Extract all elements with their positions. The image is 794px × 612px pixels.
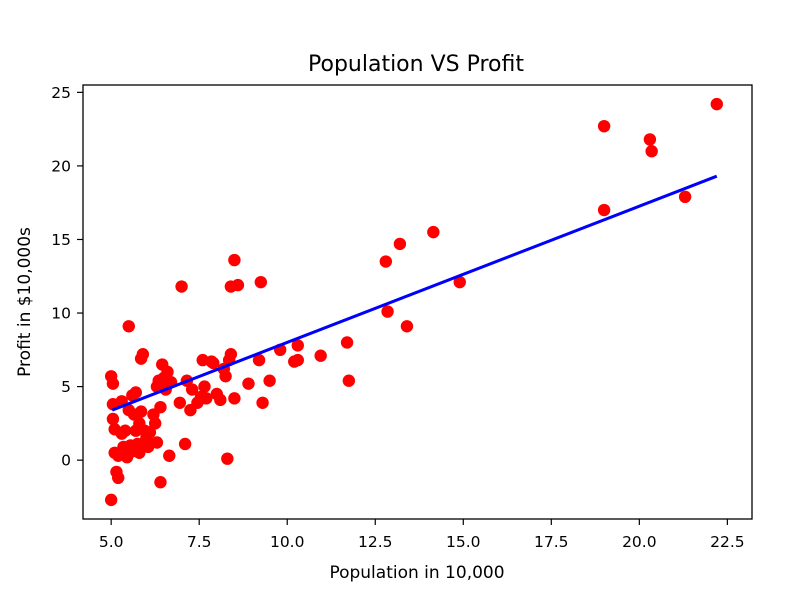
scatter-point xyxy=(291,353,304,367)
scatter-point xyxy=(104,493,118,507)
x-tick-label: 7.5 xyxy=(187,533,212,551)
x-tick-label: 12.5 xyxy=(358,533,393,551)
scatter-point xyxy=(393,237,407,251)
scatter-point xyxy=(379,255,393,268)
y-axis-label: Profit in $10,000s xyxy=(15,227,35,377)
scatter-point xyxy=(173,396,187,409)
scatter-point xyxy=(342,374,356,387)
y-tick-label: 25 xyxy=(51,84,71,102)
scatter-point xyxy=(228,253,241,267)
scatter-point xyxy=(254,275,268,289)
scatter-point xyxy=(400,320,414,333)
scatter-point xyxy=(427,225,440,239)
scatter-point xyxy=(175,280,188,293)
scatter-point xyxy=(678,190,692,204)
y-tick-label: 20 xyxy=(51,157,71,175)
scatter-point xyxy=(136,348,150,361)
scatter-point xyxy=(106,377,120,390)
scatter-point xyxy=(314,349,327,362)
scatter-point xyxy=(228,392,241,405)
scatter-point xyxy=(185,383,199,396)
scatter-point xyxy=(134,405,148,418)
scatter-point xyxy=(597,203,611,217)
x-tick-label: 5.0 xyxy=(99,533,124,551)
scatter-point xyxy=(221,452,234,465)
scatter-points xyxy=(104,97,723,507)
scatter-point xyxy=(242,377,255,390)
scatter-point xyxy=(256,396,269,409)
plot-frame xyxy=(82,84,753,520)
y-tick-label: 5 xyxy=(61,378,71,396)
scatter-point xyxy=(119,424,132,437)
scatter-point xyxy=(148,417,162,430)
scatter-point xyxy=(154,476,167,489)
scatter-point xyxy=(133,446,146,459)
scatter-point xyxy=(263,374,276,387)
scatter-point xyxy=(219,370,232,383)
scatter-point xyxy=(200,392,213,405)
scatter-point xyxy=(161,365,174,379)
scatter-point xyxy=(645,145,658,158)
scatter-point xyxy=(252,353,266,367)
y-tick-label: 10 xyxy=(51,305,71,323)
scatter-point xyxy=(224,348,238,361)
scatter-point xyxy=(112,471,125,485)
x-tick-label: 20.0 xyxy=(622,533,657,551)
regression-line xyxy=(111,174,718,412)
y-tick-label: 15 xyxy=(51,231,71,249)
y-axis: 0 5 10 15 20 25 xyxy=(51,84,83,470)
fit-line xyxy=(111,174,718,412)
x-tick-label: 15.0 xyxy=(446,533,481,551)
scatter-point xyxy=(198,380,211,393)
scatter-point xyxy=(231,278,245,292)
scatter-point xyxy=(597,119,611,133)
scatter-point xyxy=(214,393,227,407)
scatter-point xyxy=(340,336,354,349)
x-tick-label: 22.5 xyxy=(710,533,745,551)
scatter-point xyxy=(122,320,135,333)
chart-title: Population VS Profit xyxy=(308,52,524,77)
scatter-point xyxy=(381,305,394,318)
scatter-point xyxy=(129,386,143,399)
scatter-point xyxy=(291,339,304,352)
x-axis: 5.0 7.5 10.0 12.5 15.0 17.5 20.0 22.5 xyxy=(99,519,745,551)
scatter-point xyxy=(154,400,167,414)
scatter-point xyxy=(643,133,657,146)
x-tick-label: 10.0 xyxy=(270,533,305,551)
scatter-point xyxy=(453,275,466,289)
x-tick-label: 17.5 xyxy=(534,533,569,551)
scatter-point xyxy=(207,356,220,370)
scatter-point xyxy=(163,449,176,462)
scatter-point xyxy=(106,412,120,426)
scatter-point xyxy=(178,437,192,451)
x-axis-label: Population in 10,000 xyxy=(329,563,504,583)
y-tick-label: 0 xyxy=(61,452,71,470)
scatter-point xyxy=(150,436,164,449)
scatter-point xyxy=(710,97,723,111)
